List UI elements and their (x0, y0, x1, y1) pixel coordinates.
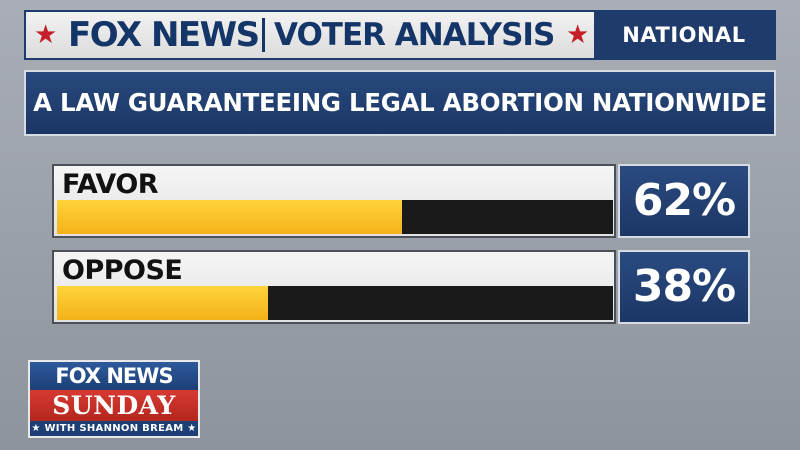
brand-name: FOX NEWS (68, 15, 260, 55)
star-icon: ★ (34, 20, 58, 50)
value-label: 38% (618, 250, 750, 324)
show-logo: FOX NEWS SUNDAY ★ WITH SHANNON BREAM ★ (28, 360, 200, 438)
result-bar-panel: OPPOSE (52, 250, 616, 324)
logo-brand: FOX NEWS (30, 362, 198, 390)
result-row-oppose: OPPOSE 38% (52, 250, 750, 324)
header-divider (262, 18, 265, 52)
header-subtitle: VOTER ANALYSIS (274, 17, 555, 53)
category-label: FAVOR (62, 169, 159, 200)
result-bar-panel: FAVOR (52, 164, 616, 238)
bar-fill-favor (57, 200, 402, 234)
logo-show-title: SUNDAY (30, 390, 198, 421)
header-banner: ★ FOX NEWS VOTER ANALYSIS ★ NATIONAL (24, 10, 776, 60)
result-row-favor: FAVOR 62% (52, 164, 750, 238)
question-title: A LAW GUARANTEEING LEGAL ABORTION NATION… (24, 70, 776, 136)
category-label: OPPOSE (62, 255, 183, 286)
region-badge: NATIONAL (594, 12, 774, 58)
logo-host-line: ★ WITH SHANNON BREAM ★ (30, 421, 198, 436)
bar-track (57, 200, 613, 234)
bar-fill-oppose (57, 286, 269, 320)
star-icon: ★ (566, 20, 590, 50)
value-label: 62% (618, 164, 750, 238)
bar-track (57, 286, 613, 320)
